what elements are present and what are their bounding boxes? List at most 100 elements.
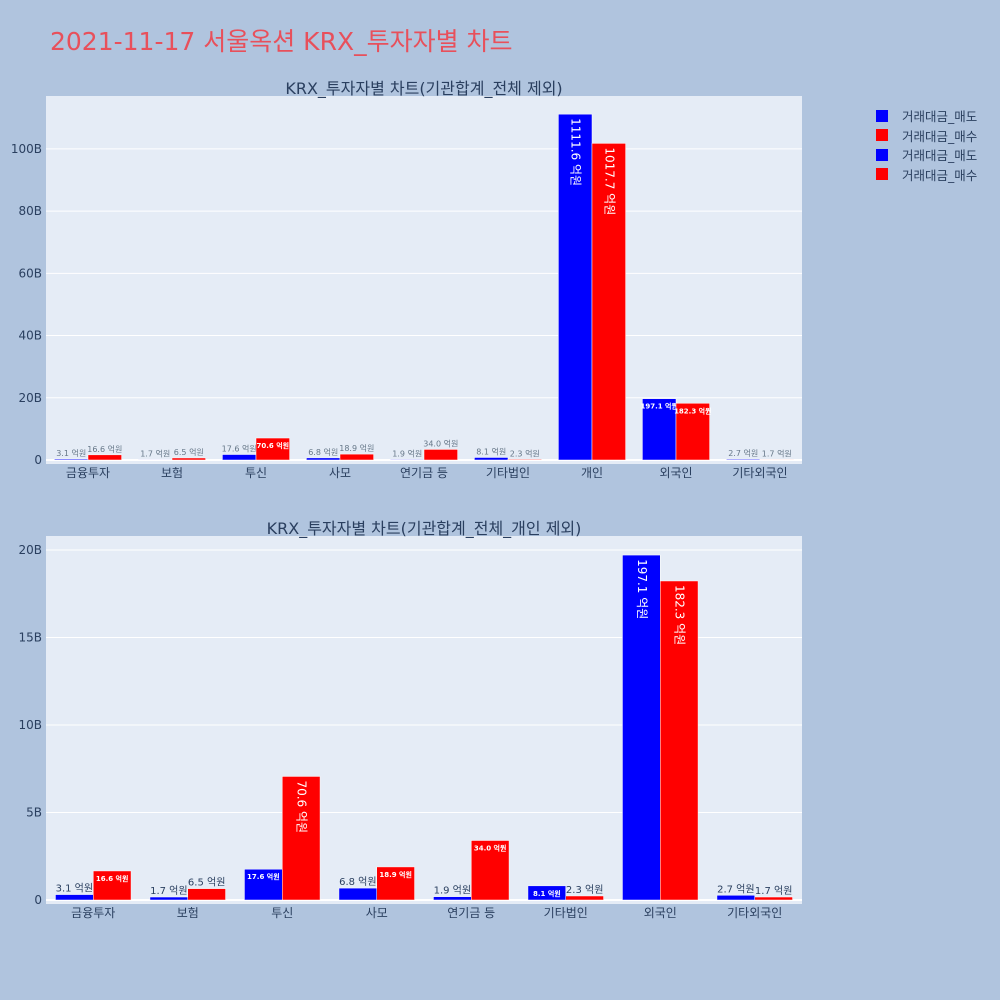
data-label: 3.1 억원 [56,448,86,458]
chart-title: KRX_투자자별 차트(기관합계_전체_개인 제외) [267,519,582,539]
bar [149,896,188,901]
x-tick-label: 기타외국인 [727,906,782,920]
data-label: 182.3 억원 [674,406,711,415]
legend-item[interactable]: 거래대금_매도 [876,106,977,126]
data-label: 1.9 억원 [392,448,422,458]
data-label: 18.9 억원 [379,870,412,879]
bar [759,459,794,461]
data-label: 34.0 억원 [423,438,458,448]
legend: 거래대금_매도 거래대금_매수 거래대금_매도 거래대금_매수 [876,106,977,184]
legend-item[interactable]: 거래대금_매수 [876,165,977,185]
x-tick-label: 금융투자 [71,906,115,920]
data-label: 1111.6 억원 [569,118,583,186]
y-tick-label: 40B [18,329,42,343]
bar [282,776,321,901]
y-tick-label: 10B [18,718,42,732]
bar [376,866,415,901]
bar [716,895,756,901]
bar [622,554,661,901]
y-tick-label: 60B [18,266,42,280]
bar [675,403,710,461]
bar [54,458,89,461]
x-tick-label: 보험 [177,906,199,920]
bar [726,458,761,461]
bar [507,459,542,461]
data-label: 34.0 억원 [474,844,507,853]
x-tick-label: 투신 [271,906,293,920]
bar [423,449,458,461]
data-label: 6.8 억원 [339,876,376,888]
data-label: 6.8 억원 [308,447,338,457]
legend-swatch [876,129,888,142]
data-label: 16.6 억원 [87,444,122,454]
data-label: 18.9 억원 [339,443,374,453]
data-label: 1.9 억원 [434,885,471,897]
y-tick-label: 0 [34,453,42,467]
legend-swatch [876,109,888,122]
x-tick-label: 기타외국인 [732,466,787,480]
x-tick-label: 사모 [329,466,351,480]
bar [642,398,677,461]
bar [255,437,290,461]
data-label: 2.7 억원 [728,448,758,458]
y-tick-label: 20B [18,391,42,405]
legend-item[interactable]: 거래대금_매도 [876,145,977,165]
legend-item[interactable]: 거래대금_매수 [876,126,977,146]
bar [222,454,257,461]
bar [390,459,425,461]
x-tick-label: 금융투자 [66,466,110,480]
bar [138,459,173,461]
bar [339,453,374,461]
page-title: 2021-11-17 서울옥션 KRX_투자자별 차트 [50,27,513,56]
data-label: 197.1 억원 [635,559,649,619]
legend-label: 거래대금_매수 [902,128,978,144]
legend-label: 거래대금_매도 [902,109,978,125]
bar [306,457,341,461]
bar [55,894,94,901]
x-tick-label: 연기금 등 [447,906,495,920]
x-tick-label: 외국인 [644,906,677,920]
bar [433,896,472,901]
bar [558,113,593,461]
bar [660,580,699,901]
x-tick-label: 연기금 등 [400,466,448,480]
data-label: 16.6 억원 [96,874,129,883]
data-label: 197.1 억원 [640,402,677,411]
legend-swatch [876,168,888,181]
data-label: 3.1 억원 [56,883,93,895]
bar [87,454,122,461]
bar [244,868,283,901]
y-tick-label: 20B [18,543,42,557]
bar [474,457,509,461]
legend-label: 거래대금_매도 [902,148,978,164]
bar [187,888,226,901]
bar [93,870,132,901]
x-tick-label: 기타법인 [486,466,530,480]
data-label: 6.5 억원 [174,447,204,457]
data-label: 182.3 억원 [673,585,687,645]
bar [171,457,206,461]
bar [338,887,378,901]
data-label: 70.6 억원 [257,441,290,450]
chart-1: 0 20B 40B 60B 80B 100B KRX_투자자별 차트(기관합계_전체 제외)… [11,79,802,480]
y-tick-label: 15B [18,631,42,645]
x-tick-label: 보험 [161,466,183,480]
bar [471,840,510,901]
legend-label: 거래대금_매수 [902,167,978,183]
x-tick-label: 기타법인 [544,906,588,920]
y-tick-label: 0 [34,893,42,907]
bar [754,896,793,901]
data-label: 6.5 억원 [188,877,225,889]
data-label: 1017.7 억원 [602,147,616,215]
chart-title: KRX_투자자별 차트(기관합계_전체 제외) [285,79,562,99]
data-label: 2.7 억원 [717,883,754,895]
bar [565,895,604,901]
chart-2: 0 5B 10B 15B 20B KRX_투자자별 차트(기관합계_전체_개인 제외) 금융… [18,519,802,920]
data-label: 2.3 억원 [510,448,540,458]
data-label: 8.1 억원 [476,446,506,456]
y-tick-label: 80B [18,204,42,218]
bar [591,143,626,461]
data-label: 8.1 억원 [533,889,561,898]
data-label: 1.7 억원 [755,885,792,897]
